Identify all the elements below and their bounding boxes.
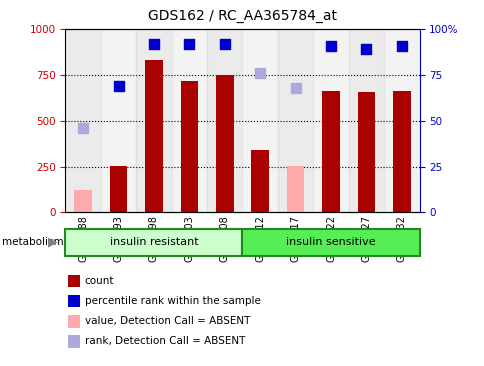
Bar xyxy=(348,29,383,212)
Bar xyxy=(65,29,101,212)
Point xyxy=(326,43,334,49)
Text: insulin sensitive: insulin sensitive xyxy=(286,238,375,247)
Point xyxy=(256,70,263,76)
Point xyxy=(397,43,405,49)
Text: rank, Detection Call = ABSENT: rank, Detection Call = ABSENT xyxy=(85,336,245,346)
Bar xyxy=(136,29,171,212)
Point xyxy=(220,41,228,47)
Point xyxy=(291,85,299,91)
Bar xyxy=(145,60,163,212)
Bar xyxy=(277,29,313,212)
Bar xyxy=(242,29,277,212)
Text: percentile rank within the sample: percentile rank within the sample xyxy=(85,296,260,306)
Point xyxy=(150,41,157,47)
Text: ▶: ▶ xyxy=(47,236,57,249)
Bar xyxy=(286,165,304,212)
Bar xyxy=(207,29,242,212)
Point xyxy=(362,46,369,52)
Bar xyxy=(171,29,207,212)
Text: metabolism: metabolism xyxy=(2,237,64,247)
Bar xyxy=(74,190,92,212)
Text: GDS162 / RC_AA365784_at: GDS162 / RC_AA365784_at xyxy=(148,9,336,23)
Bar xyxy=(321,91,339,212)
Bar xyxy=(180,81,198,212)
Point xyxy=(114,83,122,89)
Bar xyxy=(383,29,419,212)
Point xyxy=(185,41,193,47)
Text: value, Detection Call = ABSENT: value, Detection Call = ABSENT xyxy=(85,316,250,326)
Bar xyxy=(392,91,410,212)
Bar xyxy=(101,29,136,212)
Text: insulin resistant: insulin resistant xyxy=(109,238,198,247)
Bar xyxy=(242,229,419,256)
Bar xyxy=(313,29,348,212)
Bar xyxy=(251,150,269,212)
Bar xyxy=(109,165,127,212)
Point xyxy=(79,125,87,131)
Bar xyxy=(215,75,233,212)
Text: count: count xyxy=(85,276,114,286)
Bar xyxy=(65,229,242,256)
Bar xyxy=(357,93,375,212)
